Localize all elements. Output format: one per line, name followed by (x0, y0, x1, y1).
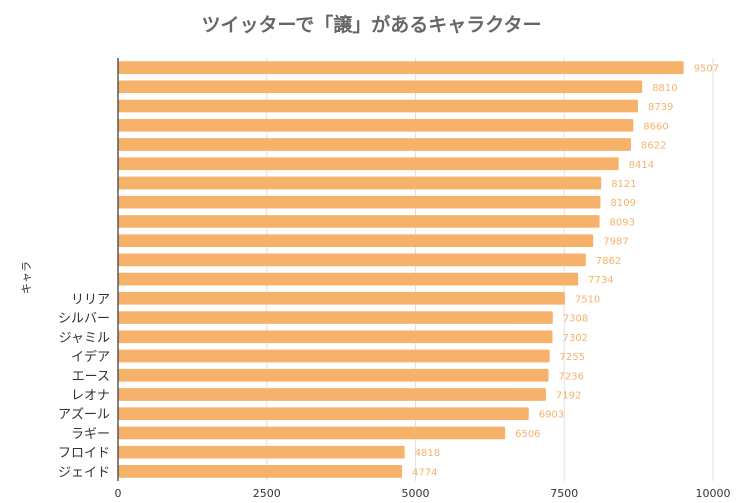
value-label: 7255 (560, 352, 585, 363)
value-label: 7862 (596, 256, 621, 267)
value-label: 6506 (515, 429, 540, 440)
bar (118, 388, 546, 401)
category-label: フロイド (58, 446, 110, 461)
chart-title: ツイッターで「譲」があるキャラクター (201, 14, 542, 36)
value-label: 9507 (694, 64, 719, 75)
value-label: 8810 (652, 83, 677, 94)
bar (118, 272, 579, 286)
bar (118, 426, 506, 440)
value-label: 8739 (648, 102, 673, 113)
category-label: リリア (71, 292, 110, 307)
value-label: 4818 (415, 448, 440, 459)
bar (118, 368, 549, 382)
bar (118, 138, 632, 151)
category-label: イデア (71, 349, 110, 365)
bar (118, 445, 405, 459)
bars (118, 61, 684, 478)
bar (118, 465, 403, 478)
value-label: 7236 (559, 371, 584, 382)
bar (118, 157, 619, 171)
bar (118, 118, 634, 132)
category-label: シルバー (58, 312, 110, 327)
value-label: 8622 (641, 141, 666, 152)
x-tick-label: 7500 (550, 487, 578, 500)
value-label: 8414 (629, 160, 654, 171)
value-label: 7302 (562, 333, 587, 344)
bar (118, 176, 602, 190)
value-label: 8109 (610, 198, 635, 209)
bar (118, 99, 638, 113)
value-label: 7192 (556, 390, 581, 401)
value-label: 7510 (575, 294, 600, 305)
x-tick-labels: 0 2500 5000 7500 10000 (115, 487, 731, 500)
bar (118, 253, 586, 267)
value-label: 8093 (610, 217, 635, 228)
value-labels: 9507 8810 8739 8660 8622 8414 8121 8109 8093 7987… (412, 64, 719, 479)
value-label: 6903 (539, 410, 564, 421)
value-label: 7308 (563, 314, 588, 325)
bar (118, 215, 600, 228)
y-axis-title: キャラ (20, 261, 33, 294)
x-tick-label: 10000 (696, 487, 731, 500)
bar (118, 80, 643, 94)
category-label: レオナ (71, 388, 110, 403)
x-tick-label: 0 (115, 487, 122, 500)
bar (118, 330, 553, 344)
value-label: 4774 (412, 467, 437, 478)
category-label: ジェイド (58, 465, 110, 480)
bar (118, 291, 565, 305)
value-label: 7987 (603, 237, 628, 248)
bar (118, 61, 684, 74)
value-label: 8121 (611, 179, 636, 190)
category-label: ジャミル (59, 331, 110, 346)
category-label: アズール (58, 407, 110, 423)
bar (118, 407, 529, 421)
bar (118, 311, 553, 324)
x-tick-label: 2500 (253, 487, 281, 500)
category-label: ラギー (71, 427, 110, 442)
bar (118, 234, 594, 248)
value-label: 8660 (643, 121, 668, 132)
category-label: エース (72, 369, 110, 384)
value-label: 7734 (588, 275, 613, 286)
bar (118, 195, 601, 209)
bar (118, 349, 550, 363)
x-tick-label: 5000 (402, 487, 430, 500)
